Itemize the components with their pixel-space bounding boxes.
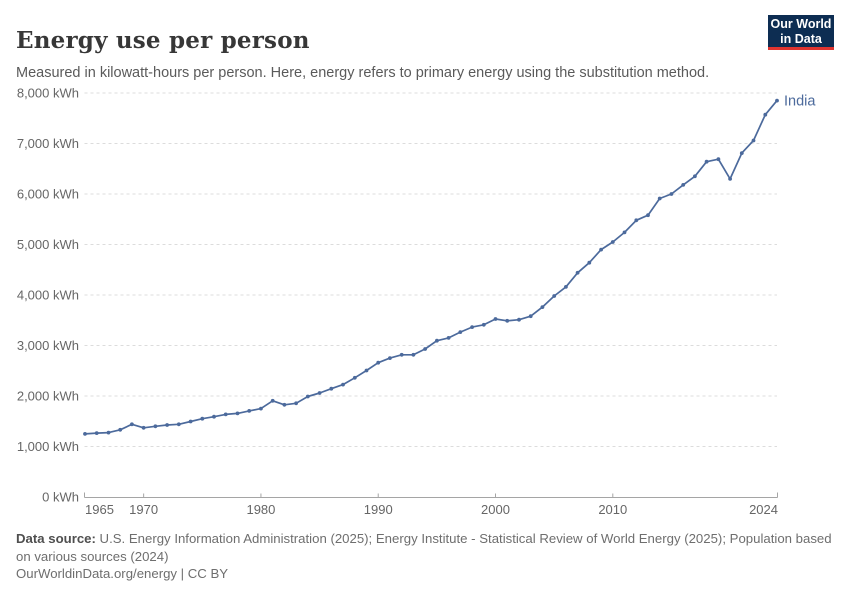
data-point-marker[interactable] [329, 386, 334, 391]
data-source-text: U.S. Energy Information Administration (… [16, 531, 832, 564]
data-point-marker[interactable] [470, 325, 474, 329]
data-point-marker[interactable] [493, 317, 498, 321]
data-point-marker[interactable] [399, 352, 404, 357]
data-point-marker[interactable] [681, 183, 686, 187]
data-point-marker[interactable] [446, 336, 451, 340]
data-point-marker[interactable] [118, 427, 123, 432]
data-point-marker[interactable] [130, 422, 134, 427]
owid-logo-line1: Our World [770, 17, 832, 31]
y-axis-tick-label: 7,000 kWh [17, 136, 79, 151]
data-point-marker[interactable] [200, 416, 205, 421]
data-point-marker[interactable] [540, 305, 545, 309]
data-point-marker[interactable] [364, 368, 369, 373]
series-label-india: India [784, 94, 816, 110]
y-axis-tick-label: 6,000 kWh [17, 187, 79, 202]
data-source-line: Data source: U.S. Energy Information Adm… [16, 530, 838, 565]
data-point-marker[interactable] [376, 360, 381, 365]
data-point-marker[interactable] [704, 159, 709, 164]
data-point-marker[interactable] [552, 294, 557, 298]
data-point-marker[interactable] [669, 192, 674, 196]
y-axis-tick-label: 2,000 kWh [17, 389, 79, 404]
data-point-marker[interactable] [212, 414, 216, 419]
data-point-marker[interactable] [610, 240, 615, 244]
data-point-marker[interactable] [435, 338, 439, 343]
data-point-marker[interactable] [247, 409, 252, 413]
x-axis-tick-label: 1980 [246, 502, 275, 517]
owid-logo-line2: in Data [780, 32, 822, 46]
owid-logo[interactable]: Our World in Data [768, 15, 834, 50]
y-axis-tick-label: 1,000 kWh [17, 439, 79, 454]
x-axis-tick-label: 1965 [85, 502, 114, 517]
data-point-marker[interactable] [317, 391, 322, 395]
data-point-marker[interactable] [223, 412, 228, 417]
data-point-marker[interactable] [141, 425, 146, 430]
data-point-marker[interactable] [481, 322, 486, 327]
x-axis-tick-label: 2010 [598, 502, 627, 517]
page-title: Energy use per person [16, 27, 310, 55]
page-subtitle: Measured in kilowatt-hours per person. H… [16, 64, 710, 81]
data-point-marker[interactable] [305, 394, 310, 399]
data-point-marker[interactable] [775, 98, 779, 103]
data-point-marker[interactable] [294, 401, 298, 406]
data-point-marker[interactable] [165, 423, 170, 427]
data-point-marker[interactable] [259, 406, 263, 411]
x-axis-tick-label: 1990 [364, 502, 393, 517]
data-point-marker[interactable] [751, 138, 756, 143]
series-line-india[interactable] [84, 99, 778, 435]
data-point-marker[interactable] [599, 247, 603, 252]
data-point-marker[interactable] [622, 230, 627, 235]
y-axis-tick-label: 4,000 kWh [17, 288, 79, 303]
data-point-marker[interactable] [94, 431, 99, 435]
data-point-marker[interactable] [657, 196, 662, 201]
line-chart[interactable]: 0 kWh 1,000 kWh 2,000 kWh 3,000 kWh 4,000 kW… [0, 0, 850, 528]
x-axis-tick-label: 2024 [749, 502, 778, 517]
data-point-marker[interactable] [341, 382, 345, 387]
data-point-marker[interactable] [388, 356, 392, 360]
data-point-marker[interactable] [634, 218, 639, 223]
data-point-marker[interactable] [176, 422, 181, 427]
data-point-marker[interactable] [739, 151, 744, 156]
data-point-marker[interactable] [587, 260, 592, 265]
x-axis-tick-label: 2000 [481, 502, 510, 517]
data-point-marker[interactable] [235, 411, 240, 416]
data-point-marker[interactable] [282, 402, 287, 407]
data-source-label: Data source: [16, 531, 96, 546]
data-point-marker[interactable] [763, 112, 768, 117]
license-line[interactable]: OurWorldinData.org/energy | CC BY [16, 566, 229, 581]
data-point-marker[interactable] [716, 157, 721, 162]
data-point-marker[interactable] [505, 318, 510, 323]
data-point-marker[interactable] [458, 330, 463, 334]
data-point-marker[interactable] [153, 424, 158, 429]
data-point-marker[interactable] [564, 285, 568, 289]
data-point-marker[interactable] [352, 375, 357, 380]
y-axis-tick-label: 3,000 kWh [17, 338, 79, 353]
data-point-marker[interactable] [411, 352, 416, 357]
data-point-marker[interactable] [646, 213, 650, 218]
x-axis-tick-label: 1970 [129, 502, 158, 517]
y-axis-tick-label: 5,000 kWh [17, 237, 79, 252]
data-point-marker[interactable] [423, 347, 427, 351]
data-point-marker[interactable] [575, 270, 580, 275]
data-point-marker[interactable] [188, 419, 193, 424]
data-point-marker[interactable] [517, 317, 521, 322]
data-point-marker[interactable] [693, 174, 697, 179]
data-point-marker[interactable] [83, 432, 87, 436]
data-point-marker[interactable] [728, 177, 732, 181]
data-point-marker[interactable] [106, 430, 111, 435]
y-axis-tick-label: 0 kWh [42, 490, 79, 505]
data-point-marker[interactable] [528, 314, 533, 319]
data-point-marker[interactable] [270, 398, 275, 403]
y-axis-tick-label: 8,000 kWh [17, 86, 79, 101]
